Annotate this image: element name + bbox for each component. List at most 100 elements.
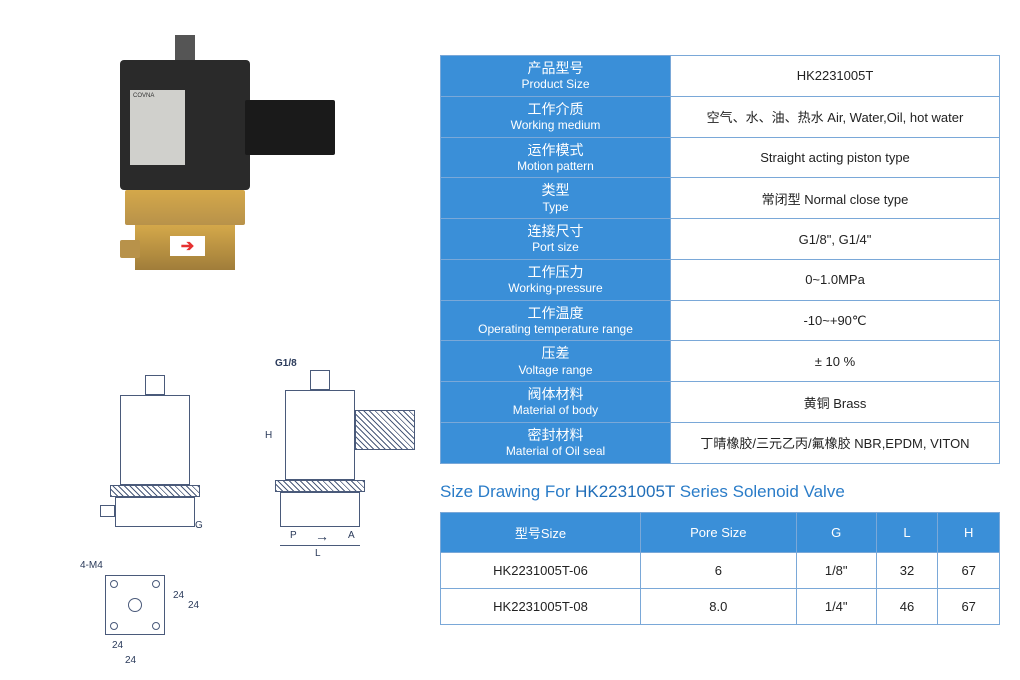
spec-label-cn: 连接尺寸 <box>447 222 664 240</box>
spec-row-label: 工作温度Operating temperature range <box>441 300 671 341</box>
size-table-body: HK2231005T-0661/8"3267HK2231005T-088.01/… <box>441 552 1000 624</box>
spec-label-cn: 工作压力 <box>447 263 664 281</box>
spec-row: 类型Type常闭型 Normal close type <box>441 178 1000 219</box>
spec-row-value: 0~1.0MPa <box>671 259 1000 300</box>
spec-label-cn: 阀体材料 <box>447 385 664 403</box>
spec-label-cn: 工作介质 <box>447 100 664 118</box>
size-row: HK2231005T-088.01/4"4667 <box>441 588 1000 624</box>
size-table: 型号Size Pore Size G L H HK2231005T-0661/8… <box>440 512 1000 625</box>
spec-label-en: Material of Oil seal <box>447 444 664 460</box>
product-photo: COVNA ➔ <box>50 30 330 280</box>
valve-flange <box>125 190 245 225</box>
size-heading-suffix: Series Solenoid Valve <box>675 482 845 501</box>
size-cell-l: 46 <box>876 588 938 624</box>
flow-arrow-drawing-icon: → <box>315 528 329 544</box>
spec-row-value: 空气、水、油、热水 Air, Water,Oil, hot water <box>671 96 1000 137</box>
size-cell-h: 67 <box>938 552 1000 588</box>
spec-row-label: 压差Voltage range <box>441 341 671 382</box>
size-heading-model: HK2231005T <box>575 482 675 501</box>
spec-row-label: 连接尺寸Port size <box>441 219 671 260</box>
spec-row-value: HK2231005T <box>671 56 1000 97</box>
spec-row-label: 阀体材料Material of body <box>441 382 671 423</box>
spec-label-cn: 压差 <box>447 344 664 362</box>
left-column: COVNA ➔ G G1/8 H P → A L <box>50 30 410 280</box>
spec-row-label: 类型Type <box>441 178 671 219</box>
spec-row-label: 产品型号Product Size <box>441 56 671 97</box>
spec-row: 连接尺寸Port sizeG1/8", G1/4" <box>441 219 1000 260</box>
spec-row-label: 密封材料Material of Oil seal <box>441 423 671 464</box>
spec-row: 工作介质Working medium空气、水、油、热水 Air, Water,O… <box>441 96 1000 137</box>
spec-row: 产品型号Product SizeHK2231005T <box>441 56 1000 97</box>
size-col-g: G <box>796 512 876 552</box>
drawing-side-view: G1/8 H P → A L <box>260 360 430 560</box>
dim-24-a: 24 <box>173 590 184 601</box>
size-cell-model: HK2231005T-08 <box>441 588 641 624</box>
spec-row: 压差Voltage range± 10 % <box>441 341 1000 382</box>
spec-row-label: 运作模式Motion pattern <box>441 137 671 178</box>
spec-label-en: Operating temperature range <box>447 322 664 338</box>
drawing-front-view: G <box>90 370 220 540</box>
spec-row: 工作温度Operating temperature range-10~+90℃ <box>441 300 1000 341</box>
spec-table: 产品型号Product SizeHK2231005T工作介质Working me… <box>440 55 1000 464</box>
size-heading-prefix: Size Drawing For <box>440 482 575 501</box>
spec-label-en: Port size <box>447 240 664 256</box>
spec-label-cn: 密封材料 <box>447 426 664 444</box>
spec-label-en: Type <box>447 200 664 216</box>
dim-24-d: 24 <box>125 655 136 666</box>
spec-row: 工作压力Working-pressure0~1.0MPa <box>441 259 1000 300</box>
spec-row-value: Straight acting piston type <box>671 137 1000 178</box>
valve-brand-label: COVNA <box>130 90 185 165</box>
spec-label-en: Working-pressure <box>447 281 664 297</box>
size-cell-g: 1/8" <box>796 552 876 588</box>
spec-label-en: Motion pattern <box>447 159 664 175</box>
size-col-l: L <box>876 512 938 552</box>
dim-port-label: G1/8 <box>275 358 297 369</box>
spec-label-en: Voltage range <box>447 363 664 379</box>
size-row: HK2231005T-0661/8"3267 <box>441 552 1000 588</box>
spec-row-value: 黄铜 Brass <box>671 382 1000 423</box>
spec-row: 运作模式Motion patternStraight acting piston… <box>441 137 1000 178</box>
spec-row-value: G1/8", G1/4" <box>671 219 1000 260</box>
spec-label-en: Product Size <box>447 77 664 93</box>
size-cell-l: 32 <box>876 552 938 588</box>
size-drawing-heading: Size Drawing For HK2231005T Series Solen… <box>440 482 1000 502</box>
size-cell-pore: 8.0 <box>641 588 797 624</box>
dim-l-label: L <box>315 548 321 559</box>
spec-label-cn: 工作温度 <box>447 304 664 322</box>
size-col-h: H <box>938 512 1000 552</box>
technical-drawings: G G1/8 H P → A L 4-M4 24 24 <box>80 360 460 680</box>
size-table-header-row: 型号Size Pore Size G L H <box>441 512 1000 552</box>
spec-row: 密封材料Material of Oil seal丁晴橡胶/三元乙丙/氟橡胶 NB… <box>441 423 1000 464</box>
size-col-pore: Pore Size <box>641 512 797 552</box>
size-cell-pore: 6 <box>641 552 797 588</box>
right-column: 产品型号Product SizeHK2231005T工作介质Working me… <box>440 55 1000 625</box>
dim-24-b: 24 <box>188 600 199 611</box>
spec-row-label: 工作介质Working medium <box>441 96 671 137</box>
size-col-model: 型号Size <box>441 512 641 552</box>
dim-p-label: P <box>290 530 297 541</box>
dim-a-label: A <box>348 530 355 541</box>
spec-label-cn: 类型 <box>447 181 664 199</box>
spec-label-en: Material of body <box>447 403 664 419</box>
size-cell-model: HK2231005T-06 <box>441 552 641 588</box>
spec-row-value: 常闭型 Normal close type <box>671 178 1000 219</box>
size-cell-h: 67 <box>938 588 1000 624</box>
spec-table-body: 产品型号Product SizeHK2231005T工作介质Working me… <box>441 56 1000 464</box>
size-cell-g: 1/4" <box>796 588 876 624</box>
spec-row-label: 工作压力Working-pressure <box>441 259 671 300</box>
spec-label-en: Working medium <box>447 118 664 134</box>
spec-row-value: ± 10 % <box>671 341 1000 382</box>
valve-port-left <box>120 240 140 258</box>
dim-g-label: G <box>195 520 203 531</box>
dim-h-label: H <box>265 430 272 441</box>
valve-cable-plug <box>245 100 335 155</box>
dim-24-c: 24 <box>112 640 123 651</box>
spec-row-value: -10~+90℃ <box>671 300 1000 341</box>
spec-label-cn: 产品型号 <box>447 59 664 77</box>
drawing-bottom-view: 4-M4 24 24 24 24 <box>80 560 210 670</box>
dim-holes-label: 4-M4 <box>80 560 103 571</box>
flow-arrow-icon: ➔ <box>170 236 205 256</box>
spec-row: 阀体材料Material of body黄铜 Brass <box>441 382 1000 423</box>
spec-row-value: 丁晴橡胶/三元乙丙/氟橡胶 NBR,EPDM, VITON <box>671 423 1000 464</box>
spec-label-cn: 运作模式 <box>447 141 664 159</box>
